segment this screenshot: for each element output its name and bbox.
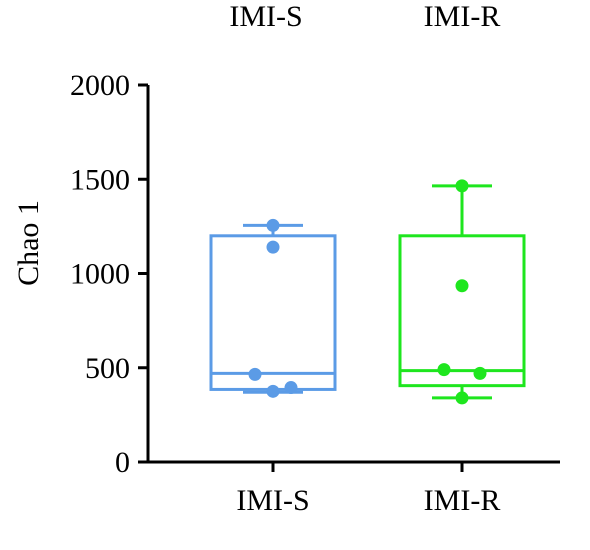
- x-tick-label: IMI-R: [424, 484, 501, 517]
- box: [398, 234, 526, 388]
- y-axis-title: Chao 1: [12, 200, 45, 286]
- y-tick-label: 2000: [70, 69, 130, 102]
- y-tick-label: 500: [85, 352, 130, 385]
- box-group: [398, 179, 526, 405]
- legend-entry: IMI-R: [424, 0, 501, 33]
- legend: IMI-S IMI-R: [229, 0, 500, 33]
- box-group: [209, 218, 337, 398]
- data-point: [473, 366, 487, 380]
- data-point: [455, 279, 469, 293]
- data-point: [266, 384, 280, 398]
- data-point: [455, 179, 469, 193]
- x-axis: IMI-S IMI-R: [148, 460, 560, 517]
- y-tick-label: 1500: [70, 163, 130, 196]
- legend-entry: IMI-S: [229, 0, 302, 33]
- x-tick-label: IMI-S: [236, 484, 309, 517]
- y-tick-label: 0: [115, 446, 130, 479]
- data-point: [437, 363, 451, 377]
- data-point: [266, 240, 280, 254]
- data-point: [248, 367, 262, 381]
- y-axis: 0 500 1000 1500 2000: [70, 69, 150, 479]
- data-point: [266, 218, 280, 232]
- data-point: [455, 391, 469, 405]
- boxes: [209, 179, 526, 405]
- y-tick-label: 1000: [70, 258, 130, 291]
- box: [209, 234, 337, 391]
- data-point: [284, 381, 298, 395]
